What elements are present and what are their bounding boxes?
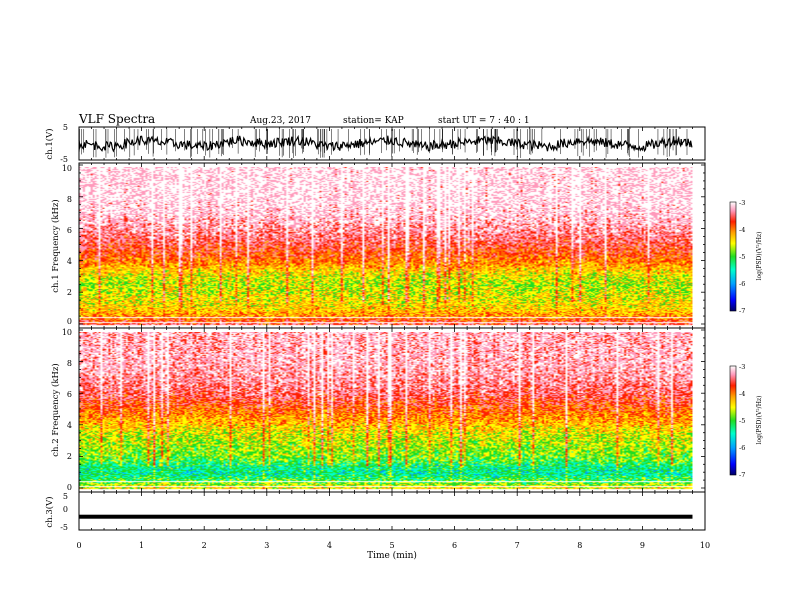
colorbar-bar <box>729 365 737 476</box>
xtick-label: 1 <box>139 541 144 550</box>
ch3-waveform-trace <box>79 514 693 519</box>
xtick-label: 9 <box>640 541 645 550</box>
ch1-spectrogram-ylabel: ch.1 Frequency (kHz) <box>50 199 61 292</box>
station-label: station= KAP <box>343 116 404 126</box>
xtick-label: 7 <box>515 541 520 550</box>
xtick-label: 3 <box>264 541 269 550</box>
cbar-tick: -3 <box>739 363 745 371</box>
ytick-label: 0 <box>67 483 72 492</box>
xtick-label: 0 <box>76 541 81 550</box>
panel-frame <box>78 491 706 531</box>
ytick-label: 4 <box>67 421 72 430</box>
cbar-tick: -6 <box>739 444 745 452</box>
ytick-label: -5 <box>60 523 68 532</box>
spectrogram-image <box>79 332 693 490</box>
ytick-label: 2 <box>67 288 72 297</box>
ytick-label: 5 <box>63 492 68 501</box>
x-axis-label: Time (min) <box>367 550 417 561</box>
ytick-label: 10 <box>62 164 72 173</box>
ytick-label: 0 <box>63 505 68 514</box>
ch1-spectrogram <box>79 167 693 326</box>
ch1-waveform-ylabel: ch.1(V) <box>44 128 55 159</box>
ytick-label: 8 <box>67 359 72 368</box>
ytick-label: 5 <box>63 123 68 132</box>
tick-marks <box>78 127 706 530</box>
ch1-spectrogram-yticks: 0 2 4 6 8 10 <box>62 164 72 326</box>
ytick-label: 10 <box>62 328 72 337</box>
ytick-label: 6 <box>67 226 72 235</box>
ch1-waveform-trace <box>78 134 693 153</box>
cbar-tick: -3 <box>739 199 745 207</box>
x-tick-labels: 0 1 2 3 4 5 6 7 8 9 10 <box>76 541 710 550</box>
ytick-label: 0 <box>67 317 72 326</box>
ch2-colorbar: -3 -4 -5 -6 -7 log(PSD)(V²/Hz) <box>729 363 763 479</box>
date-label: Aug.23, 2017 <box>249 116 311 126</box>
start-time-label: start UT = 7 : 40 : 1 <box>438 116 530 126</box>
ch2-spectrogram <box>79 332 693 490</box>
ch3-waveform-ylabel: ch.3(V) <box>44 496 55 527</box>
ytick-label: 8 <box>67 195 72 204</box>
cbar-tick: -4 <box>739 226 745 234</box>
xtick-label: 5 <box>389 541 394 550</box>
colorbar-label: log(PSD)(V²/Hz) <box>756 232 763 281</box>
ch1-waveform-yticks: 5 -5 <box>60 123 68 164</box>
figure-title: VLF Spectra <box>78 112 155 126</box>
cbar-tick: -5 <box>739 417 745 425</box>
ch3-waveform-yticks: 5 0 -5 <box>60 492 68 532</box>
ytick-label: 6 <box>67 390 72 399</box>
xtick-label: 4 <box>327 541 332 550</box>
ytick-label: 2 <box>67 452 72 461</box>
ytick-label: 4 <box>67 257 72 266</box>
xtick-label: 8 <box>577 541 582 550</box>
colorbar-label: log(PSD)(V²/Hz) <box>756 396 763 445</box>
xtick-label: 10 <box>700 541 710 550</box>
ytick-label: -5 <box>60 155 68 164</box>
ch2-spectrogram-yticks: 0 2 4 6 8 10 <box>62 328 72 492</box>
xtick-label: 2 <box>202 541 207 550</box>
ch1-colorbar: -3 -4 -5 -6 -7 log(PSD)(V²/Hz) <box>729 199 763 315</box>
cbar-tick: -7 <box>739 471 745 479</box>
cbar-tick: -6 <box>739 280 745 288</box>
ch2-spectrogram-ylabel: ch.2 Frequency (kHz) <box>50 363 61 456</box>
cbar-tick: -5 <box>739 253 745 261</box>
cbar-tick: -7 <box>739 307 745 315</box>
cbar-tick: -4 <box>739 390 745 398</box>
xtick-label: 6 <box>452 541 457 550</box>
colorbar-bar <box>729 201 737 312</box>
spectrogram-image <box>79 167 693 326</box>
